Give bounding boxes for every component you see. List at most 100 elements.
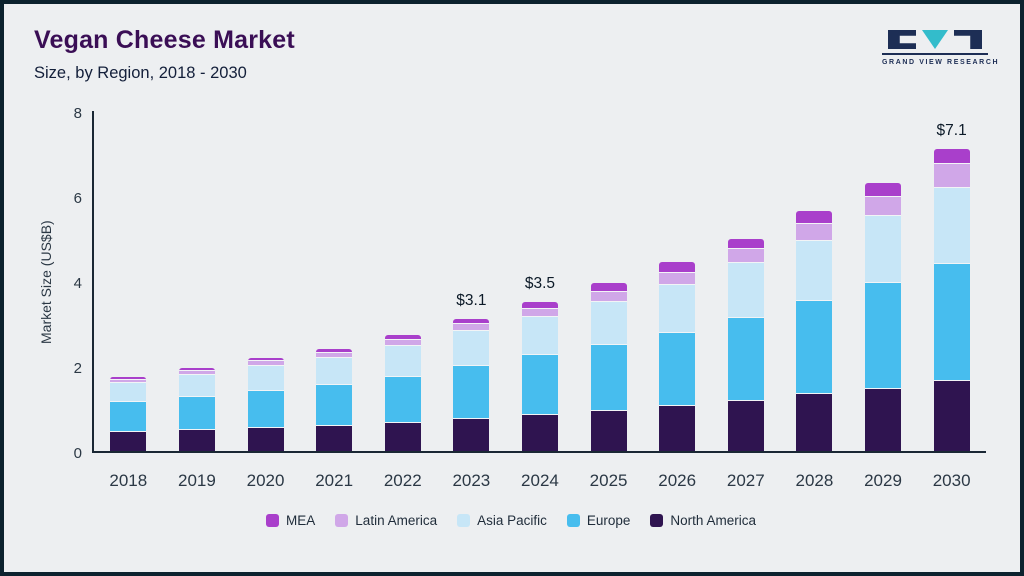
segment-latin-america <box>453 324 490 332</box>
segment-mea <box>110 376 147 380</box>
stacked-bar-2025 <box>590 283 627 451</box>
segment-asia-pacific <box>659 285 696 334</box>
bar-value-label: $3.5 <box>524 275 556 293</box>
header: Vegan Cheese Market Size, by Region, 201… <box>34 26 1000 83</box>
y-axis-ticks: 0 2 4 6 8 <box>58 105 92 462</box>
bar-slot-2024: 2024 $3.5 <box>506 111 575 490</box>
y-tick-label: 6 <box>73 190 82 207</box>
segment-europe <box>727 317 764 401</box>
x-tick-label: 2025 <box>589 471 628 490</box>
x-tick-label: 2021 <box>315 471 354 490</box>
segment-mea <box>796 210 833 224</box>
segment-latin-america <box>796 223 833 241</box>
y-tick-label: 8 <box>73 105 82 122</box>
segment-mea <box>521 302 558 309</box>
legend: MEA Latin America Asia Pacific Europe North … <box>34 513 988 528</box>
segment-north-america <box>247 427 284 451</box>
x-tick-label: 2022 <box>383 471 422 490</box>
segment-mea <box>727 238 764 250</box>
legend-swatch-icon <box>457 514 471 527</box>
segment-north-america <box>521 414 558 451</box>
segment-europe <box>247 390 284 428</box>
segment-north-america <box>316 425 353 451</box>
segment-europe <box>316 385 353 426</box>
y-axis-title: Market Size (US$B) <box>38 220 54 344</box>
segment-north-america <box>590 410 627 451</box>
segment-latin-america <box>521 308 558 318</box>
legend-item-latin-america: Latin America <box>335 513 437 528</box>
segment-asia-pacific <box>453 331 490 366</box>
segment-europe <box>590 344 627 411</box>
segment-asia-pacific <box>178 375 215 397</box>
bar-slot-2019: 2019 <box>163 111 232 490</box>
segment-latin-america <box>659 272 696 286</box>
segment-latin-america <box>110 379 147 383</box>
segment-north-america <box>796 394 833 451</box>
x-tick-label: 2030 <box>932 471 971 490</box>
bar-slot-2018: 2018 <box>94 111 163 490</box>
x-tick-label: 2018 <box>109 471 148 490</box>
bar-slot-2023: 2023 $3.1 <box>437 111 506 490</box>
legend-item-europe: Europe <box>566 513 630 528</box>
bar-slot-2025: 2025 <box>574 111 643 490</box>
segment-north-america <box>865 389 901 451</box>
segment-north-america <box>933 380 970 451</box>
segment-north-america <box>453 419 490 451</box>
segment-europe <box>865 283 901 390</box>
segment-mea <box>590 283 627 292</box>
legend-swatch-icon <box>566 514 580 527</box>
stacked-bar-2026 <box>659 261 696 451</box>
segment-north-america <box>110 431 147 451</box>
stacked-bar-2023 <box>453 319 490 451</box>
bar-value-label: $7.1 <box>936 122 967 140</box>
logo-divider <box>882 53 988 55</box>
segment-europe <box>110 402 147 432</box>
segment-asia-pacific <box>384 345 421 377</box>
stacked-bar-2027 <box>727 238 764 451</box>
segment-europe <box>521 355 558 415</box>
x-tick-label: 2027 <box>726 471 765 490</box>
bar-slot-2022: 2022 <box>368 111 437 490</box>
legend-item-mea: MEA <box>266 513 315 528</box>
stacked-bar-2028 <box>796 210 833 451</box>
segment-latin-america <box>247 361 284 367</box>
legend-item-north-america: North America <box>650 513 756 528</box>
segment-mea <box>316 349 353 354</box>
segment-mea <box>865 183 901 197</box>
legend-label: North America <box>670 513 756 528</box>
segment-mea <box>453 319 490 325</box>
grand-view-research-logo: GRAND VIEW RESEARCH <box>882 30 1000 66</box>
bar-slot-2021: 2021 <box>300 111 369 490</box>
plot-area: 2018 2019 2020 2021 2022 2023 $3.1 2024 $3.5 2025… <box>92 111 986 490</box>
segment-asia-pacific <box>316 358 353 386</box>
bar-slot-2026: 2026 <box>643 111 712 490</box>
y-tick-label: 0 <box>73 445 82 462</box>
segment-europe <box>933 264 970 381</box>
segment-europe <box>659 333 696 407</box>
segment-mea <box>178 367 215 372</box>
stacked-bar-2019 <box>178 367 215 451</box>
segment-asia-pacific <box>110 383 147 403</box>
segment-asia-pacific <box>590 302 627 345</box>
legend-label: Latin America <box>355 513 438 528</box>
x-tick-label: 2019 <box>178 471 216 490</box>
segment-north-america <box>178 429 215 451</box>
bar-slot-2029: 2029 <box>849 111 918 490</box>
segment-asia-pacific <box>247 366 284 391</box>
segment-europe <box>796 300 833 395</box>
segment-europe <box>384 376 421 423</box>
segment-asia-pacific <box>521 317 558 356</box>
stacked-bar-2030 <box>933 149 970 451</box>
page-title: Vegan Cheese Market <box>34 26 295 54</box>
stacked-bar-2024 <box>521 302 558 451</box>
logo-wordmark: GRAND VIEW RESEARCH <box>882 59 1000 66</box>
stacked-bar-chart: Market Size (US$B) 0 2 4 6 8 2018 2019 2020 202… <box>34 105 988 490</box>
bar-value-label: $3.1 <box>456 292 487 310</box>
legend-item-asia-pacific: Asia Pacific <box>457 513 547 528</box>
bar-slot-2030: 2030 $7.1 <box>917 111 986 490</box>
segment-asia-pacific <box>933 187 970 264</box>
x-tick-label: 2024 <box>521 471 559 490</box>
segment-latin-america <box>178 371 215 376</box>
legend-swatch-icon <box>335 514 349 527</box>
